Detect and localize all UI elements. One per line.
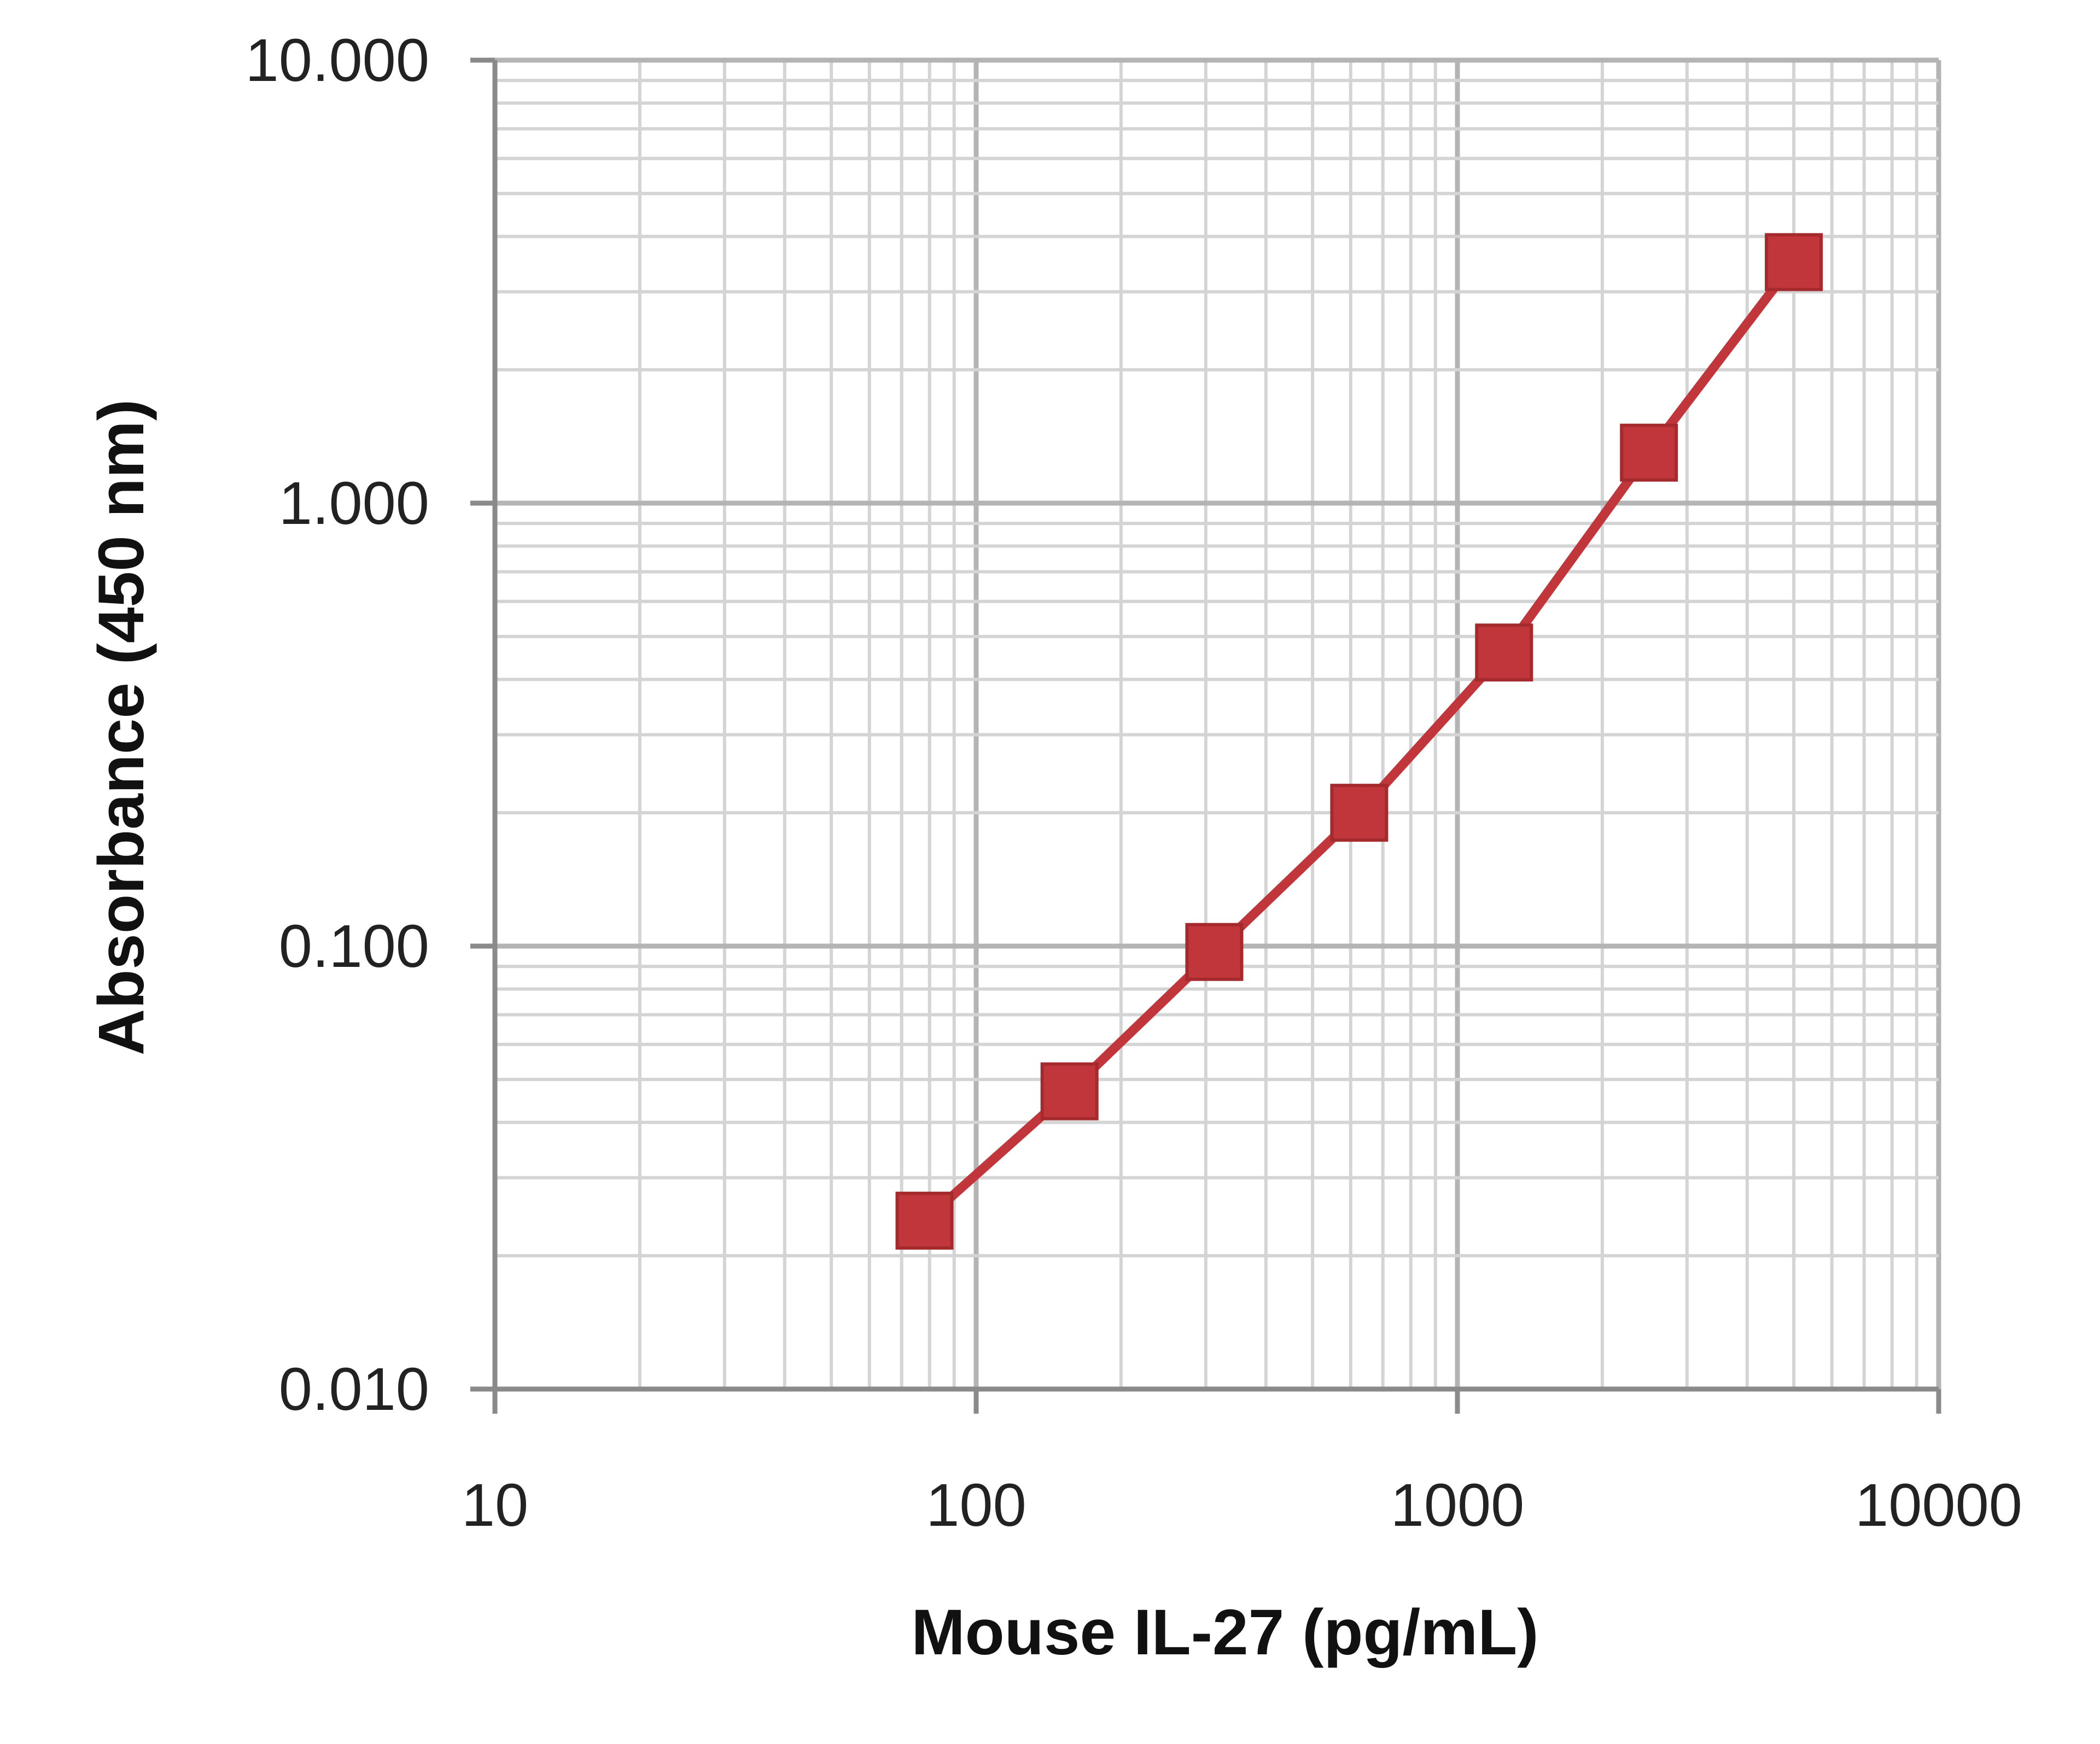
y-tick-label: 1.000 [279, 470, 429, 537]
data-point-marker [1475, 623, 1533, 682]
x-tick-label: 1000 [1391, 1472, 1525, 1539]
data-point-marker [895, 1192, 954, 1250]
data-point-marker [1040, 1062, 1099, 1121]
data-series [895, 233, 1823, 1250]
x-tick-label: 10000 [1855, 1472, 2022, 1539]
data-point-marker [1765, 233, 1823, 291]
y-tick-label: 0.100 [279, 913, 429, 980]
axes [470, 57, 1941, 1414]
tick-labels: 10 100 1000 10000 0.010 0.100 1.000 10.000 [246, 27, 2022, 1539]
data-point-marker [1185, 923, 1244, 981]
y-axis-title: Absorbance (450 nm) [85, 399, 158, 1055]
y-tick-label: 10.000 [246, 27, 429, 94]
y-tick-label: 0.010 [279, 1356, 429, 1423]
x-axis-title: Mouse IL-27 (pg/mL) [911, 1596, 1538, 1669]
data-point-marker [1620, 423, 1678, 482]
grid-lines [492, 57, 1941, 1392]
x-tick-label: 100 [926, 1472, 1026, 1539]
data-point-marker [1330, 784, 1389, 842]
x-tick-label: 10 [462, 1472, 528, 1539]
